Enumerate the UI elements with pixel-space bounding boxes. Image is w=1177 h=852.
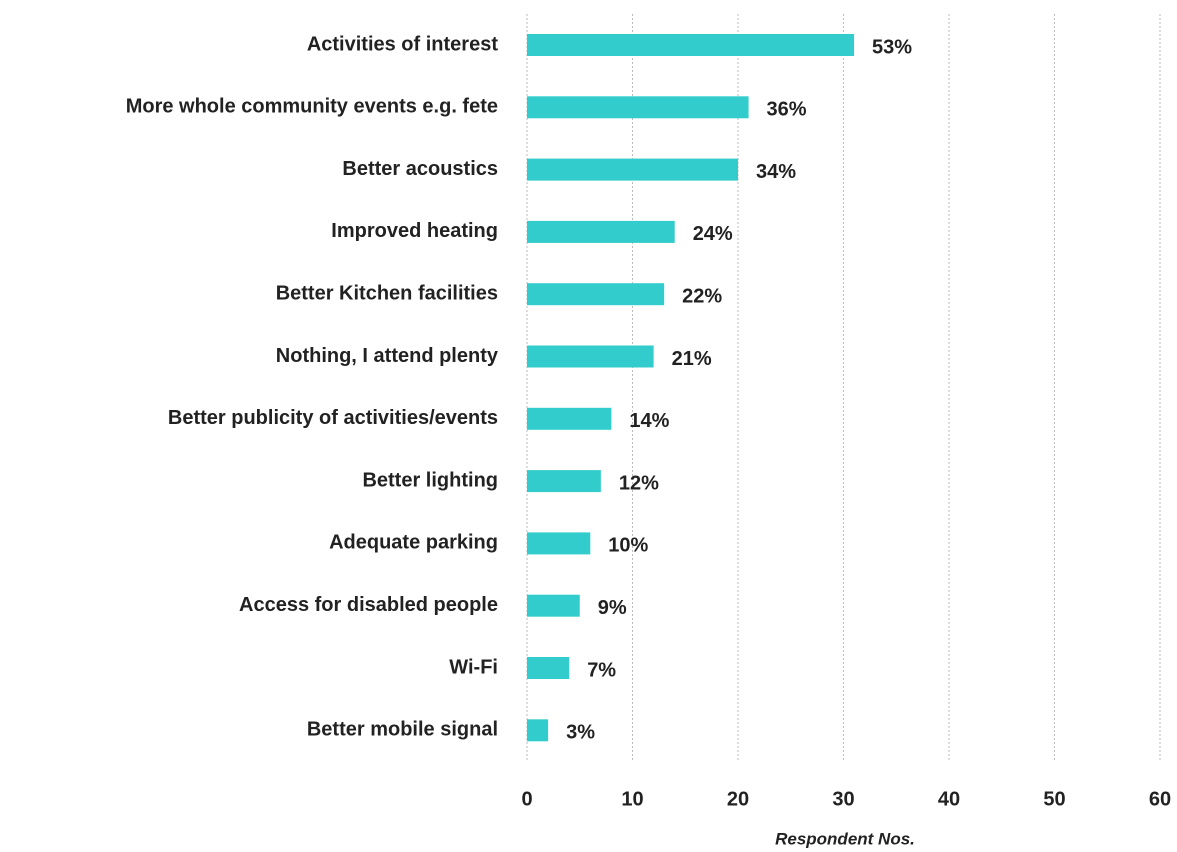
category-label: More whole community events e.g. fete [126, 96, 498, 118]
category-label: Activities of interest [307, 33, 499, 55]
bar [527, 34, 855, 56]
data-label: 12% [619, 472, 659, 494]
bar [527, 657, 570, 679]
category-label: Improved heating [331, 220, 498, 242]
bar [527, 470, 601, 493]
bar [527, 719, 549, 742]
bar [527, 96, 749, 119]
data-label: 21% [672, 348, 712, 370]
x-tick-label: 50 [1043, 788, 1065, 810]
x-tick-label: 10 [621, 788, 643, 810]
category-label: Access for disabled people [239, 594, 498, 616]
x-axis-title: Respondent Nos. [775, 829, 915, 848]
category-label: Nothing, I attend plenty [276, 345, 499, 367]
data-label: 10% [608, 535, 648, 557]
data-label: 53% [872, 36, 912, 58]
category-label: Better mobile signal [307, 719, 498, 741]
data-label: 24% [693, 223, 733, 245]
x-tick-label: 0 [521, 788, 532, 810]
category-label: Adequate parking [329, 532, 498, 554]
x-tick-label: 60 [1149, 788, 1171, 810]
data-label: 34% [756, 161, 796, 183]
x-tick-label: 30 [832, 788, 854, 810]
bar [527, 532, 591, 555]
bar [527, 594, 580, 617]
data-label: 22% [682, 285, 722, 307]
category-label: Better lighting [362, 469, 498, 491]
data-label: 9% [598, 597, 627, 619]
x-tick-label: 40 [938, 788, 960, 810]
data-label: 36% [767, 99, 807, 121]
data-label: 7% [587, 659, 616, 681]
bar [527, 345, 654, 368]
data-label: 3% [566, 722, 595, 744]
category-label: Wi-Fi [449, 656, 498, 678]
bar [527, 283, 665, 306]
bar [527, 220, 675, 243]
category-label: Better Kitchen facilities [276, 282, 498, 304]
bar [527, 158, 738, 181]
bar [527, 407, 612, 430]
category-label: Better acoustics [342, 158, 498, 180]
category-label: Better publicity of activities/events [168, 407, 498, 429]
data-label: 14% [629, 410, 669, 432]
x-tick-label: 20 [727, 788, 749, 810]
